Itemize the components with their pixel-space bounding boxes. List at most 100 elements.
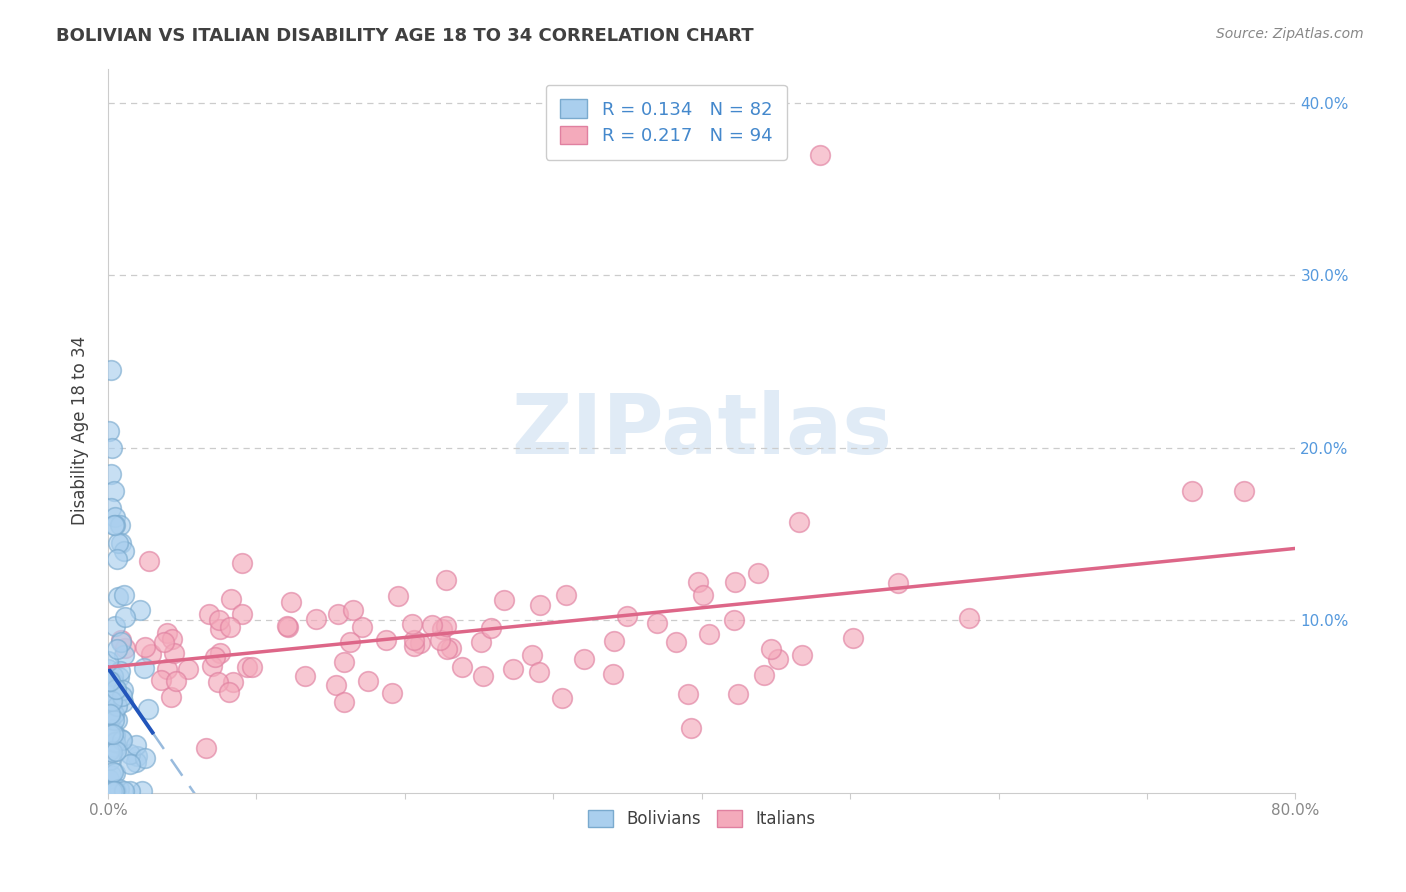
Point <box>842 631 865 645</box>
Point <box>333 695 356 709</box>
Legend: Bolivians, Italians: Bolivians, Italians <box>581 804 823 835</box>
Point <box>204 650 226 665</box>
Point <box>692 588 714 602</box>
Point <box>352 620 374 634</box>
Point <box>104 509 127 524</box>
Point <box>160 632 183 647</box>
Point <box>132 661 155 675</box>
Text: Source: ZipAtlas.com: Source: ZipAtlas.com <box>1216 27 1364 41</box>
Point <box>727 688 749 702</box>
Point <box>100 363 122 377</box>
Point <box>177 662 200 676</box>
Point <box>98 753 121 767</box>
Point <box>409 636 432 650</box>
Point <box>107 535 129 549</box>
Point <box>98 727 121 741</box>
Point <box>104 682 127 697</box>
Point <box>440 640 463 655</box>
Point <box>156 661 179 675</box>
Point <box>98 707 121 722</box>
Point <box>104 740 127 755</box>
Point <box>101 698 124 712</box>
Point <box>479 621 502 635</box>
Point <box>231 607 253 621</box>
Point <box>747 566 769 580</box>
Point <box>111 733 134 747</box>
Point <box>112 588 135 602</box>
Point <box>219 591 242 606</box>
Point <box>111 683 134 698</box>
Point <box>200 659 222 673</box>
Point <box>326 607 349 621</box>
Point <box>103 714 125 728</box>
Point <box>100 467 122 481</box>
Point <box>529 599 551 613</box>
Point <box>104 518 127 533</box>
Point <box>754 667 776 681</box>
Point <box>98 424 121 438</box>
Point <box>218 685 240 699</box>
Point <box>110 632 132 647</box>
Point <box>294 669 316 683</box>
Point <box>125 748 148 763</box>
Point <box>381 686 404 700</box>
Point <box>492 592 515 607</box>
Point <box>472 669 495 683</box>
Point <box>103 518 125 533</box>
Point <box>195 741 218 756</box>
Point <box>664 634 686 648</box>
Point <box>470 635 492 649</box>
Point <box>112 696 135 710</box>
Point <box>160 690 183 704</box>
Point <box>208 613 231 627</box>
Point <box>339 635 361 649</box>
Point <box>103 706 125 721</box>
Point <box>101 722 124 736</box>
Point <box>107 782 129 797</box>
Point <box>197 607 219 621</box>
Point <box>342 603 364 617</box>
Point <box>105 682 128 697</box>
Point <box>451 660 474 674</box>
Point <box>790 648 813 662</box>
Point <box>218 620 240 634</box>
Point <box>104 618 127 632</box>
Point <box>100 767 122 781</box>
Point <box>111 689 134 703</box>
Point <box>387 589 409 603</box>
Point <box>787 515 810 529</box>
Point <box>110 635 132 649</box>
Point <box>616 609 638 624</box>
Point <box>138 554 160 568</box>
Point <box>104 784 127 798</box>
Point <box>430 622 453 636</box>
Point <box>104 743 127 757</box>
Text: BOLIVIAN VS ITALIAN DISABILITY AGE 18 TO 34 CORRELATION CHART: BOLIVIAN VS ITALIAN DISABILITY AGE 18 TO… <box>56 27 754 45</box>
Point <box>434 619 457 633</box>
Point <box>222 675 245 690</box>
Point <box>114 640 136 655</box>
Point <box>1180 483 1202 498</box>
Point <box>676 687 699 701</box>
Point <box>572 651 595 665</box>
Point <box>103 784 125 798</box>
Point <box>681 721 703 735</box>
Point <box>686 575 709 590</box>
Point <box>114 648 136 662</box>
Point <box>100 729 122 743</box>
Point <box>325 678 347 692</box>
Point <box>118 747 141 762</box>
Point <box>402 632 425 647</box>
Point <box>103 483 125 498</box>
Point <box>110 535 132 549</box>
Point <box>401 617 423 632</box>
Point <box>112 544 135 558</box>
Point <box>332 656 354 670</box>
Point <box>375 633 398 648</box>
Point <box>551 691 574 706</box>
Point <box>104 728 127 742</box>
Point <box>162 647 184 661</box>
Point <box>240 659 263 673</box>
Point <box>1232 483 1254 498</box>
Point <box>434 573 457 587</box>
